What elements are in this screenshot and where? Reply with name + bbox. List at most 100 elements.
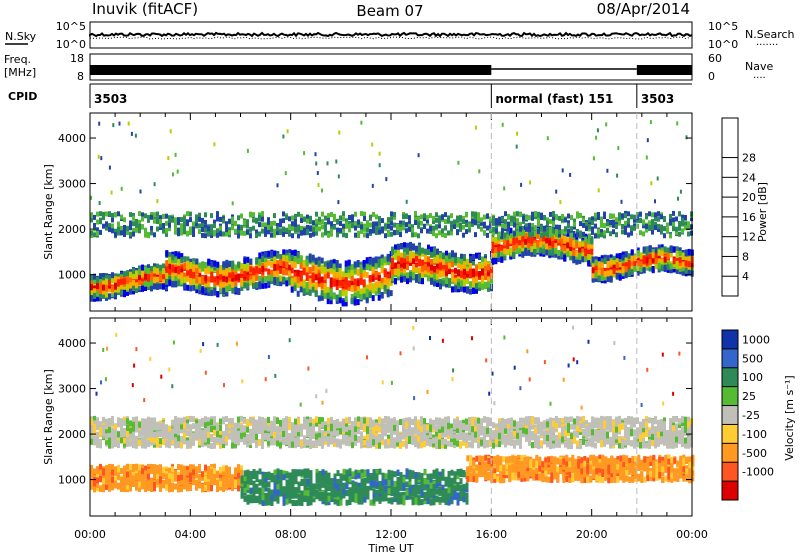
power-cell: [315, 161, 318, 166]
power-cell: [216, 278, 220, 285]
power-cell: [572, 254, 576, 261]
velocity-cell: [309, 482, 313, 488]
power-cell: [114, 288, 117, 295]
velocity-cell: [129, 472, 132, 479]
power-cell: [300, 230, 303, 236]
power-cell: [231, 201, 234, 206]
power-cell: [515, 230, 519, 237]
power-cell: [615, 262, 619, 268]
power-cell: [421, 247, 424, 254]
power-cell: [445, 256, 448, 263]
power-cell: [651, 267, 655, 274]
power-cell: [141, 224, 144, 230]
power-cell: [612, 222, 615, 228]
power-cell: [186, 275, 190, 282]
power-cell: [371, 267, 375, 274]
power-cell: [459, 215, 462, 221]
power-cell: [384, 233, 387, 239]
power-cell: [192, 284, 196, 291]
power-cell: [429, 213, 432, 218]
power-cell: [231, 219, 234, 225]
power-cell: [534, 211, 537, 217]
power-cell: [102, 284, 105, 291]
power-cell: [521, 245, 525, 252]
power-cell: [126, 270, 129, 277]
power-cell: [99, 229, 102, 235]
power-cell: [339, 227, 342, 233]
power-cell: [684, 250, 688, 257]
power-cell: [513, 216, 516, 221]
power-cell: [240, 263, 244, 269]
power-cell: [600, 255, 604, 262]
power-cell: [457, 257, 460, 263]
velocity-cell: [156, 465, 159, 472]
power-cell: [180, 217, 183, 223]
power-cell: [365, 288, 369, 295]
power-cell: [356, 261, 360, 268]
power-cell: [111, 228, 114, 234]
power-cell: [102, 273, 105, 279]
power-cell: [606, 276, 610, 283]
power-cell: [375, 230, 378, 236]
power-cell: [308, 253, 312, 260]
power-cell: [339, 221, 342, 226]
power-cell: [273, 264, 277, 270]
power-cell: [639, 211, 642, 217]
power-cell: [672, 210, 675, 216]
power-cell: [384, 224, 387, 229]
power-cell: [584, 256, 588, 263]
velocity-cell: [135, 474, 138, 481]
velocity-cell: [312, 483, 316, 490]
power-cell: [293, 280, 297, 287]
power-cell: [529, 180, 532, 185]
power-cell: [204, 266, 208, 272]
power-cell: [439, 271, 442, 278]
power-cell: [624, 262, 628, 269]
power-cell: [198, 284, 202, 291]
freq-label-line1: Freq.: [4, 53, 31, 66]
velocity-cell: [120, 486, 123, 492]
power-cell: [365, 297, 369, 304]
power-cell: [261, 282, 265, 289]
power-cell: [595, 135, 598, 140]
power-cell: [454, 277, 457, 284]
power-cell: [267, 259, 271, 266]
power-cell: [377, 279, 381, 286]
power-cell: [324, 226, 327, 232]
power-cell: [397, 249, 400, 256]
velocity-cell: [261, 494, 265, 501]
power-cell: [681, 269, 685, 276]
power-cell: [442, 280, 445, 287]
power-cell: [183, 276, 187, 283]
power-cell: [150, 276, 153, 282]
power-cell: [405, 222, 408, 228]
velocity-cell: [114, 480, 117, 487]
power-cell: [518, 233, 522, 240]
power-cell: [430, 274, 433, 281]
power-cell: [90, 217, 93, 223]
power-cell: [414, 210, 417, 216]
power-cell: [308, 283, 312, 289]
power-cell: [377, 275, 381, 281]
velocity-cell: [225, 465, 228, 472]
power-cell: [630, 269, 634, 276]
power-cell: [557, 253, 561, 260]
power-cell: [234, 286, 238, 293]
velocity-cell: [210, 485, 213, 492]
power-cell: [394, 253, 397, 260]
power-cell: [587, 254, 591, 261]
power-cell: [183, 283, 187, 290]
power-cell: [371, 183, 374, 188]
power-cell: [144, 266, 147, 273]
power-cell: [252, 217, 255, 223]
power-cell: [350, 281, 354, 288]
power-cell: [554, 242, 558, 249]
power-cell: [252, 282, 256, 289]
velocity-cell: [243, 495, 247, 502]
power-cell: [168, 268, 172, 275]
power-cell: [249, 275, 253, 282]
power-cell: [237, 215, 240, 221]
power-cell: [657, 249, 661, 256]
power-cell: [368, 258, 372, 265]
velocity-cell: [312, 490, 316, 497]
